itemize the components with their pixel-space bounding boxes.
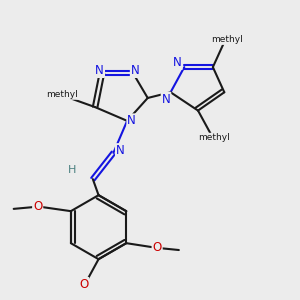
- Text: N: N: [131, 64, 140, 77]
- Text: N: N: [173, 56, 182, 69]
- Text: H: H: [68, 165, 76, 175]
- Text: O: O: [79, 278, 88, 291]
- Text: methyl: methyl: [198, 134, 230, 142]
- Text: methyl: methyl: [211, 35, 242, 44]
- Text: O: O: [152, 241, 162, 254]
- Text: N: N: [127, 114, 136, 127]
- Text: N: N: [95, 64, 104, 77]
- Text: N: N: [116, 144, 125, 157]
- Text: N: N: [162, 93, 170, 106]
- Text: methyl: methyl: [46, 90, 78, 99]
- Text: O: O: [33, 200, 42, 213]
